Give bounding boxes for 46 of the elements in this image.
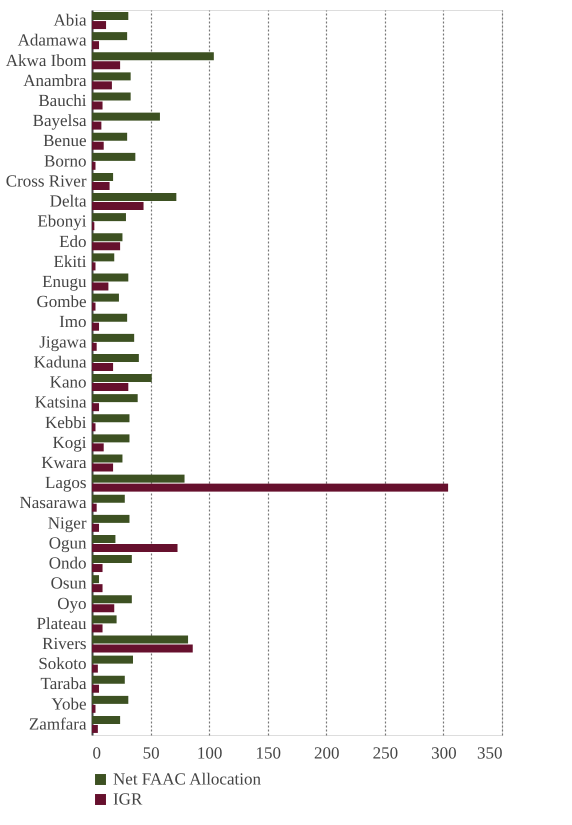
- y-tick-label: Kaduna: [34, 352, 87, 372]
- y-tick-label: Oyo: [57, 594, 86, 613]
- y-tick-label: Lagos: [44, 473, 86, 492]
- y-tick-label: Bauchi: [38, 91, 87, 110]
- y-tick-label: Kano: [50, 372, 86, 392]
- y-tick-label: Ondo: [48, 554, 86, 573]
- y-tick-label: Bayelsa: [32, 111, 87, 130]
- y-tick-label: Delta: [50, 192, 87, 211]
- x-tick-label: 100: [196, 744, 222, 762]
- y-tick-label: Ekiti: [53, 252, 87, 271]
- y-tick-label: Benue: [43, 131, 86, 150]
- y-tick-label: Zamfara: [28, 714, 87, 734]
- x-tick-label: 250: [372, 744, 398, 762]
- y-tick-label: Rivers: [42, 634, 86, 653]
- y-tick-label: Kogi: [52, 432, 87, 452]
- y-tick-label: Plateau: [36, 614, 87, 633]
- y-tick-label: Yobe: [51, 694, 86, 714]
- y-tick-label: Edo: [59, 232, 86, 251]
- y-tick-label: Gombe: [36, 292, 86, 312]
- x-tick-label: 50: [142, 744, 160, 762]
- x-tick-label: 0: [92, 744, 101, 762]
- x-tick-label: 200: [314, 744, 340, 762]
- x-tick-label: 350: [477, 744, 502, 762]
- y-tick-label: Ebonyi: [37, 212, 87, 231]
- y-tick-label: Kwara: [41, 453, 87, 472]
- legend-label: IGR: [113, 790, 143, 808]
- y-tick-label: Borno: [44, 151, 86, 170]
- y-tick-label: Anambra: [23, 70, 87, 90]
- y-tick-label: Cross River: [6, 171, 87, 190]
- y-tick-label: Katsina: [34, 392, 87, 412]
- y-tick-label: Sokoto: [38, 654, 86, 674]
- y-tick-label: Enugu: [42, 272, 87, 291]
- y-tick-label: Ogun: [48, 533, 87, 552]
- y-tick-label: Niger: [48, 513, 87, 532]
- y-tick-label: Akwa Ibom: [6, 50, 86, 70]
- legend-label: Net FAAC Allocation: [113, 770, 262, 788]
- y-tick-label: Imo: [59, 312, 86, 332]
- y-tick-label: Taraba: [40, 674, 87, 694]
- y-tick-label: Osun: [50, 574, 87, 593]
- y-tick-label: Abia: [53, 10, 87, 30]
- x-tick-label: 300: [431, 744, 457, 762]
- y-tick-label: Kebbi: [44, 412, 87, 432]
- y-tick-label: Nasarawa: [19, 493, 87, 512]
- y-tick-label: Jigawa: [39, 332, 87, 352]
- x-tick-label: 150: [255, 744, 281, 762]
- y-tick-label: Adamawa: [18, 30, 87, 50]
